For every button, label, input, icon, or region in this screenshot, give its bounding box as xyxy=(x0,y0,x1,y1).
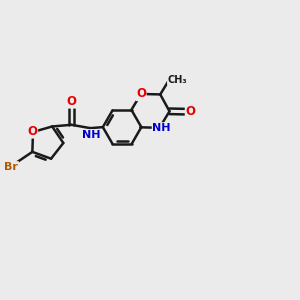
Text: NH: NH xyxy=(152,123,171,133)
Text: O: O xyxy=(136,88,146,100)
Text: CH₃: CH₃ xyxy=(168,75,187,85)
Text: O: O xyxy=(28,125,38,138)
Text: O: O xyxy=(66,95,76,108)
Text: Br: Br xyxy=(4,162,18,172)
Text: O: O xyxy=(185,105,195,118)
Text: NH: NH xyxy=(82,130,100,140)
